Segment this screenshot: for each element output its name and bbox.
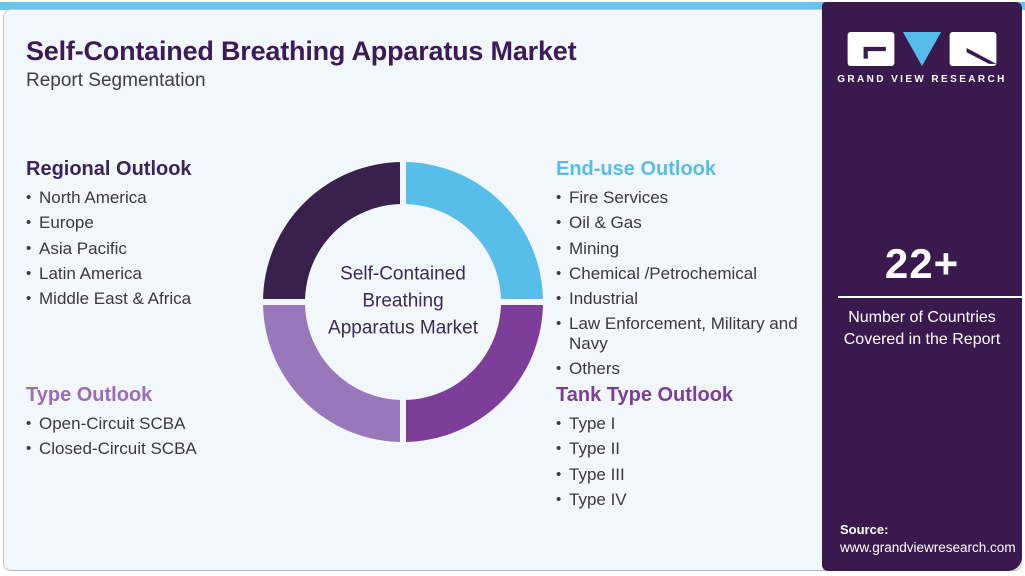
bullet-icon: • [26,415,32,432]
bullet-icon: • [556,415,562,432]
source-block: Source: www.grandviewresearch.com [840,522,1016,555]
list-item: • Type IV [556,490,818,510]
tanktype-list: • Type I • Type II • Type III • Type IV [556,414,818,510]
list-item: • Oil & Gas [556,213,818,233]
bullet-icon: • [556,465,562,483]
list-item-label: Latin America [39,263,142,283]
list-item: • Europe [26,213,288,233]
list-item: • North America [26,188,288,208]
gvr-logo: GRAND VIEW RESEARCH [822,32,1022,85]
list-item: • Type I [556,414,818,434]
bullet-icon: • [556,490,562,508]
list-item-label: North America [39,188,147,207]
regional-list: • North America • Europe • Asia Pacific • Latin… [26,188,288,309]
section-heading-regional: Regional Outlook [26,158,192,180]
list-item-label: Mining [569,238,620,258]
list-item: • Chemical /Petrochemical [556,264,818,284]
section-enduse-outlook: End-use Outlook • Fire Services • Oil & Gas… [556,158,818,385]
section-tanktype-outlook: Tank Type Outlook • Type I • Type II • Type I… [556,384,818,515]
gvr-logo-icon [847,32,997,66]
list-item-label: Oil & Gas [569,213,642,233]
brand-name: GRAND VIEW RESEARCH [837,74,1007,85]
bullet-icon: • [556,360,562,378]
list-item-label: Law Enforcement, Military and Navy [569,314,798,354]
list-item: • Latin America [26,264,288,284]
list-item-label: Others [569,359,621,379]
section-type-outlook: Type Outlook • Open-Circuit SCBA • Closed-C… [26,384,288,465]
sidebar: GRAND VIEW RESEARCH 22+ Number of Countr… [822,2,1022,571]
list-item: • Industrial [556,289,818,309]
list-item-label: Type II [569,439,621,459]
list-item: • Middle East & Africa [26,289,288,309]
section-heading-type: Type Outlook [26,384,153,406]
source-url-link[interactable]: www.grandviewresearch.com [840,540,1016,555]
list-item-label: Europe [39,213,94,233]
bullet-icon: • [26,239,32,257]
page-subtitle: Report Segmentation [26,70,206,91]
top-accent-bar [0,2,1025,10]
source-label: Source: [840,522,889,537]
list-item: • Type III [556,465,818,485]
type-list: • Open-Circuit SCBA • Closed-Circuit SCBA [26,414,288,460]
enduse-list: • Fire Services • Oil & Gas • Mining • Chemical… [556,188,818,380]
list-item-label: Type III [569,464,625,484]
section-heading-tanktype: Tank Type Outlook [556,384,734,406]
bullet-icon: • [556,239,562,257]
list-item-label: Asia Pacific [39,238,127,258]
list-item: • Closed-Circuit SCBA [26,439,288,459]
bullet-icon: • [556,290,562,307]
list-item-label: Type I [569,414,616,433]
section-heading-enduse: End-use Outlook [556,158,716,180]
list-item-label: Middle East & Africa [39,289,192,308]
list-item: • Open-Circuit SCBA [26,414,288,434]
section-regional-outlook: Regional Outlook • North America • Europe • A… [26,158,288,314]
bullet-icon: • [26,214,32,232]
bullet-icon: • [556,315,562,333]
list-item: • Law Enforcement, Military and Navy [556,314,818,354]
bullet-icon: • [556,214,562,232]
list-item-label: Closed-Circuit SCBA [39,439,197,459]
bullet-icon: • [556,440,562,458]
list-item: • Mining [556,239,818,259]
stat-value: 22+ [884,240,960,287]
countries-stat: 22+ Number of Countries Covered in the R… [822,240,1022,350]
bullet-icon: • [556,264,562,282]
bullet-icon: • [26,264,32,282]
donut-gap-horizontal [263,299,543,305]
list-item-label: Chemical /Petrochemical [569,263,758,283]
donut-center-label: Self-Contained Breathing Apparatus Marke… [328,263,478,339]
bullet-icon: • [26,189,32,206]
stat-label: Number of Countries Covered in the Repor… [843,309,1001,348]
divider-line [838,296,1022,298]
list-item-label: Fire Services [569,188,669,207]
list-item-label: Open-Circuit SCBA [39,414,186,433]
page-title: Self-Contained Breathing Apparatus Marke… [26,36,577,66]
list-item: • Fire Services [556,188,818,208]
donut-chart: Self-Contained Breathing Apparatus Marke… [263,162,543,442]
list-item-label: Industrial [569,289,638,308]
list-item: • Asia Pacific [26,239,288,259]
list-item: • Type II [556,439,818,459]
bullet-icon: • [556,189,562,206]
bullet-icon: • [26,440,32,458]
list-item: • Others [556,359,818,379]
list-item-label: Type IV [569,489,627,509]
bullet-icon: • [26,290,32,307]
